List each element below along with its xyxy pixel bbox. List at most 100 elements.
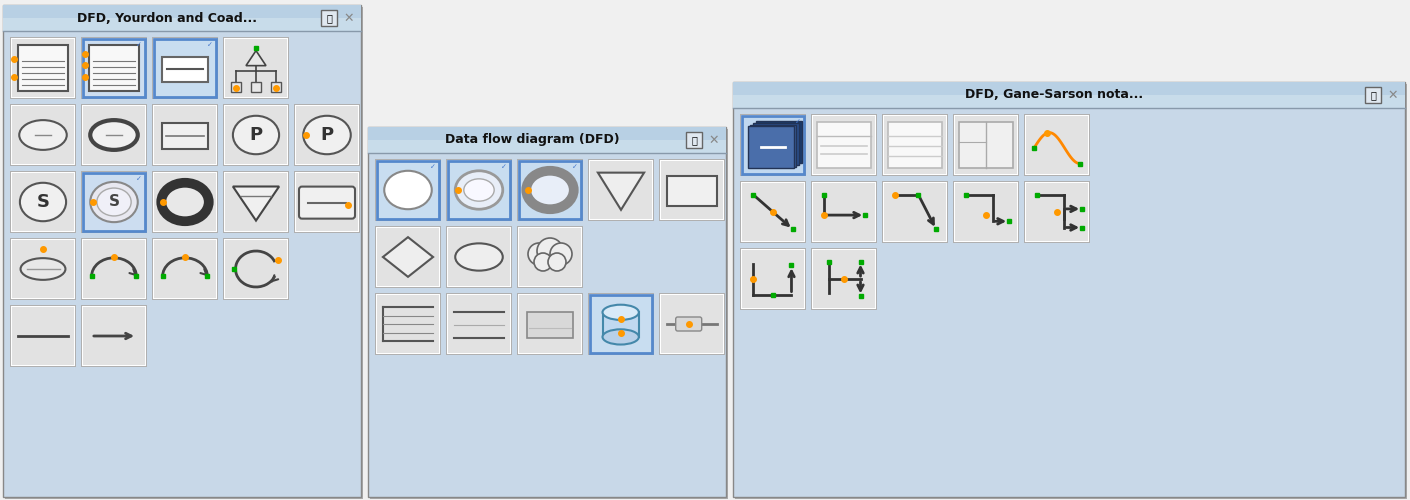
FancyBboxPatch shape xyxy=(658,159,725,221)
Ellipse shape xyxy=(233,116,279,154)
Text: ✓: ✓ xyxy=(795,119,801,125)
FancyBboxPatch shape xyxy=(376,160,440,220)
FancyBboxPatch shape xyxy=(11,172,75,232)
FancyBboxPatch shape xyxy=(368,127,726,153)
FancyBboxPatch shape xyxy=(154,105,217,165)
Text: Data flow diagram (DFD): Data flow diagram (DFD) xyxy=(444,134,619,146)
FancyBboxPatch shape xyxy=(519,161,581,219)
FancyBboxPatch shape xyxy=(658,293,725,355)
FancyBboxPatch shape xyxy=(152,37,219,99)
FancyBboxPatch shape xyxy=(152,171,219,233)
Ellipse shape xyxy=(90,120,138,150)
Ellipse shape xyxy=(90,182,138,222)
FancyBboxPatch shape xyxy=(448,161,510,219)
FancyBboxPatch shape xyxy=(154,39,216,97)
FancyBboxPatch shape xyxy=(447,227,510,287)
Circle shape xyxy=(537,238,563,264)
FancyBboxPatch shape xyxy=(224,239,288,299)
FancyBboxPatch shape xyxy=(811,181,877,243)
Ellipse shape xyxy=(303,116,351,154)
FancyBboxPatch shape xyxy=(3,18,361,31)
FancyBboxPatch shape xyxy=(80,238,147,300)
Text: ✕: ✕ xyxy=(344,12,354,24)
Ellipse shape xyxy=(602,330,639,344)
Text: ✓: ✓ xyxy=(207,42,213,48)
Text: S: S xyxy=(109,194,120,210)
Text: 💾: 💾 xyxy=(691,135,697,145)
Ellipse shape xyxy=(161,183,209,221)
Ellipse shape xyxy=(526,171,574,209)
FancyBboxPatch shape xyxy=(589,294,653,354)
FancyBboxPatch shape xyxy=(296,106,358,164)
FancyBboxPatch shape xyxy=(814,116,876,174)
FancyBboxPatch shape xyxy=(152,238,219,300)
FancyBboxPatch shape xyxy=(527,312,572,338)
FancyBboxPatch shape xyxy=(740,248,807,310)
FancyBboxPatch shape xyxy=(376,228,439,286)
FancyBboxPatch shape xyxy=(376,294,440,354)
FancyBboxPatch shape xyxy=(955,115,1018,175)
FancyBboxPatch shape xyxy=(83,173,145,231)
FancyBboxPatch shape xyxy=(953,114,1019,176)
FancyBboxPatch shape xyxy=(955,182,1018,242)
Text: DFD, Yourdon and Coad...: DFD, Yourdon and Coad... xyxy=(78,12,257,24)
Polygon shape xyxy=(233,186,279,220)
FancyBboxPatch shape xyxy=(226,39,288,97)
FancyBboxPatch shape xyxy=(11,105,75,165)
FancyBboxPatch shape xyxy=(6,7,362,499)
FancyBboxPatch shape xyxy=(733,95,1404,108)
FancyBboxPatch shape xyxy=(447,160,510,220)
Text: ✓: ✓ xyxy=(135,42,142,48)
FancyBboxPatch shape xyxy=(519,295,581,353)
FancyBboxPatch shape xyxy=(321,10,337,26)
FancyBboxPatch shape xyxy=(224,105,288,165)
FancyBboxPatch shape xyxy=(154,106,216,164)
FancyBboxPatch shape xyxy=(223,171,289,233)
FancyBboxPatch shape xyxy=(589,160,653,220)
FancyBboxPatch shape xyxy=(375,293,441,355)
FancyBboxPatch shape xyxy=(11,239,75,299)
FancyBboxPatch shape xyxy=(517,293,582,355)
FancyBboxPatch shape xyxy=(883,181,948,243)
FancyBboxPatch shape xyxy=(1024,114,1090,176)
FancyBboxPatch shape xyxy=(1026,183,1089,241)
FancyBboxPatch shape xyxy=(80,305,147,367)
FancyBboxPatch shape xyxy=(660,294,723,354)
FancyBboxPatch shape xyxy=(955,116,1017,174)
FancyBboxPatch shape xyxy=(154,239,217,299)
FancyBboxPatch shape xyxy=(376,227,440,287)
FancyBboxPatch shape xyxy=(18,45,68,91)
FancyBboxPatch shape xyxy=(733,82,1404,108)
FancyBboxPatch shape xyxy=(13,173,73,231)
FancyBboxPatch shape xyxy=(226,106,288,164)
FancyBboxPatch shape xyxy=(742,116,804,174)
Text: ✓: ✓ xyxy=(501,164,508,170)
FancyBboxPatch shape xyxy=(959,122,1012,168)
FancyBboxPatch shape xyxy=(11,38,75,98)
FancyBboxPatch shape xyxy=(742,115,805,175)
FancyBboxPatch shape xyxy=(588,293,654,355)
FancyBboxPatch shape xyxy=(83,39,145,97)
FancyBboxPatch shape xyxy=(223,104,289,166)
FancyBboxPatch shape xyxy=(231,82,241,92)
FancyBboxPatch shape xyxy=(251,82,261,92)
FancyBboxPatch shape xyxy=(82,306,147,366)
FancyBboxPatch shape xyxy=(154,172,217,232)
FancyBboxPatch shape xyxy=(10,104,76,166)
FancyBboxPatch shape xyxy=(742,249,805,309)
FancyBboxPatch shape xyxy=(80,37,147,99)
FancyBboxPatch shape xyxy=(953,181,1019,243)
FancyBboxPatch shape xyxy=(883,114,948,176)
FancyBboxPatch shape xyxy=(13,106,73,164)
FancyBboxPatch shape xyxy=(295,171,360,233)
FancyBboxPatch shape xyxy=(223,238,289,300)
FancyBboxPatch shape xyxy=(1025,182,1089,242)
FancyBboxPatch shape xyxy=(152,104,219,166)
Circle shape xyxy=(548,253,565,271)
Text: ✕: ✕ xyxy=(1387,88,1399,102)
FancyBboxPatch shape xyxy=(517,159,582,221)
FancyBboxPatch shape xyxy=(740,181,807,243)
FancyBboxPatch shape xyxy=(811,114,877,176)
Ellipse shape xyxy=(602,304,639,320)
FancyBboxPatch shape xyxy=(447,294,510,354)
